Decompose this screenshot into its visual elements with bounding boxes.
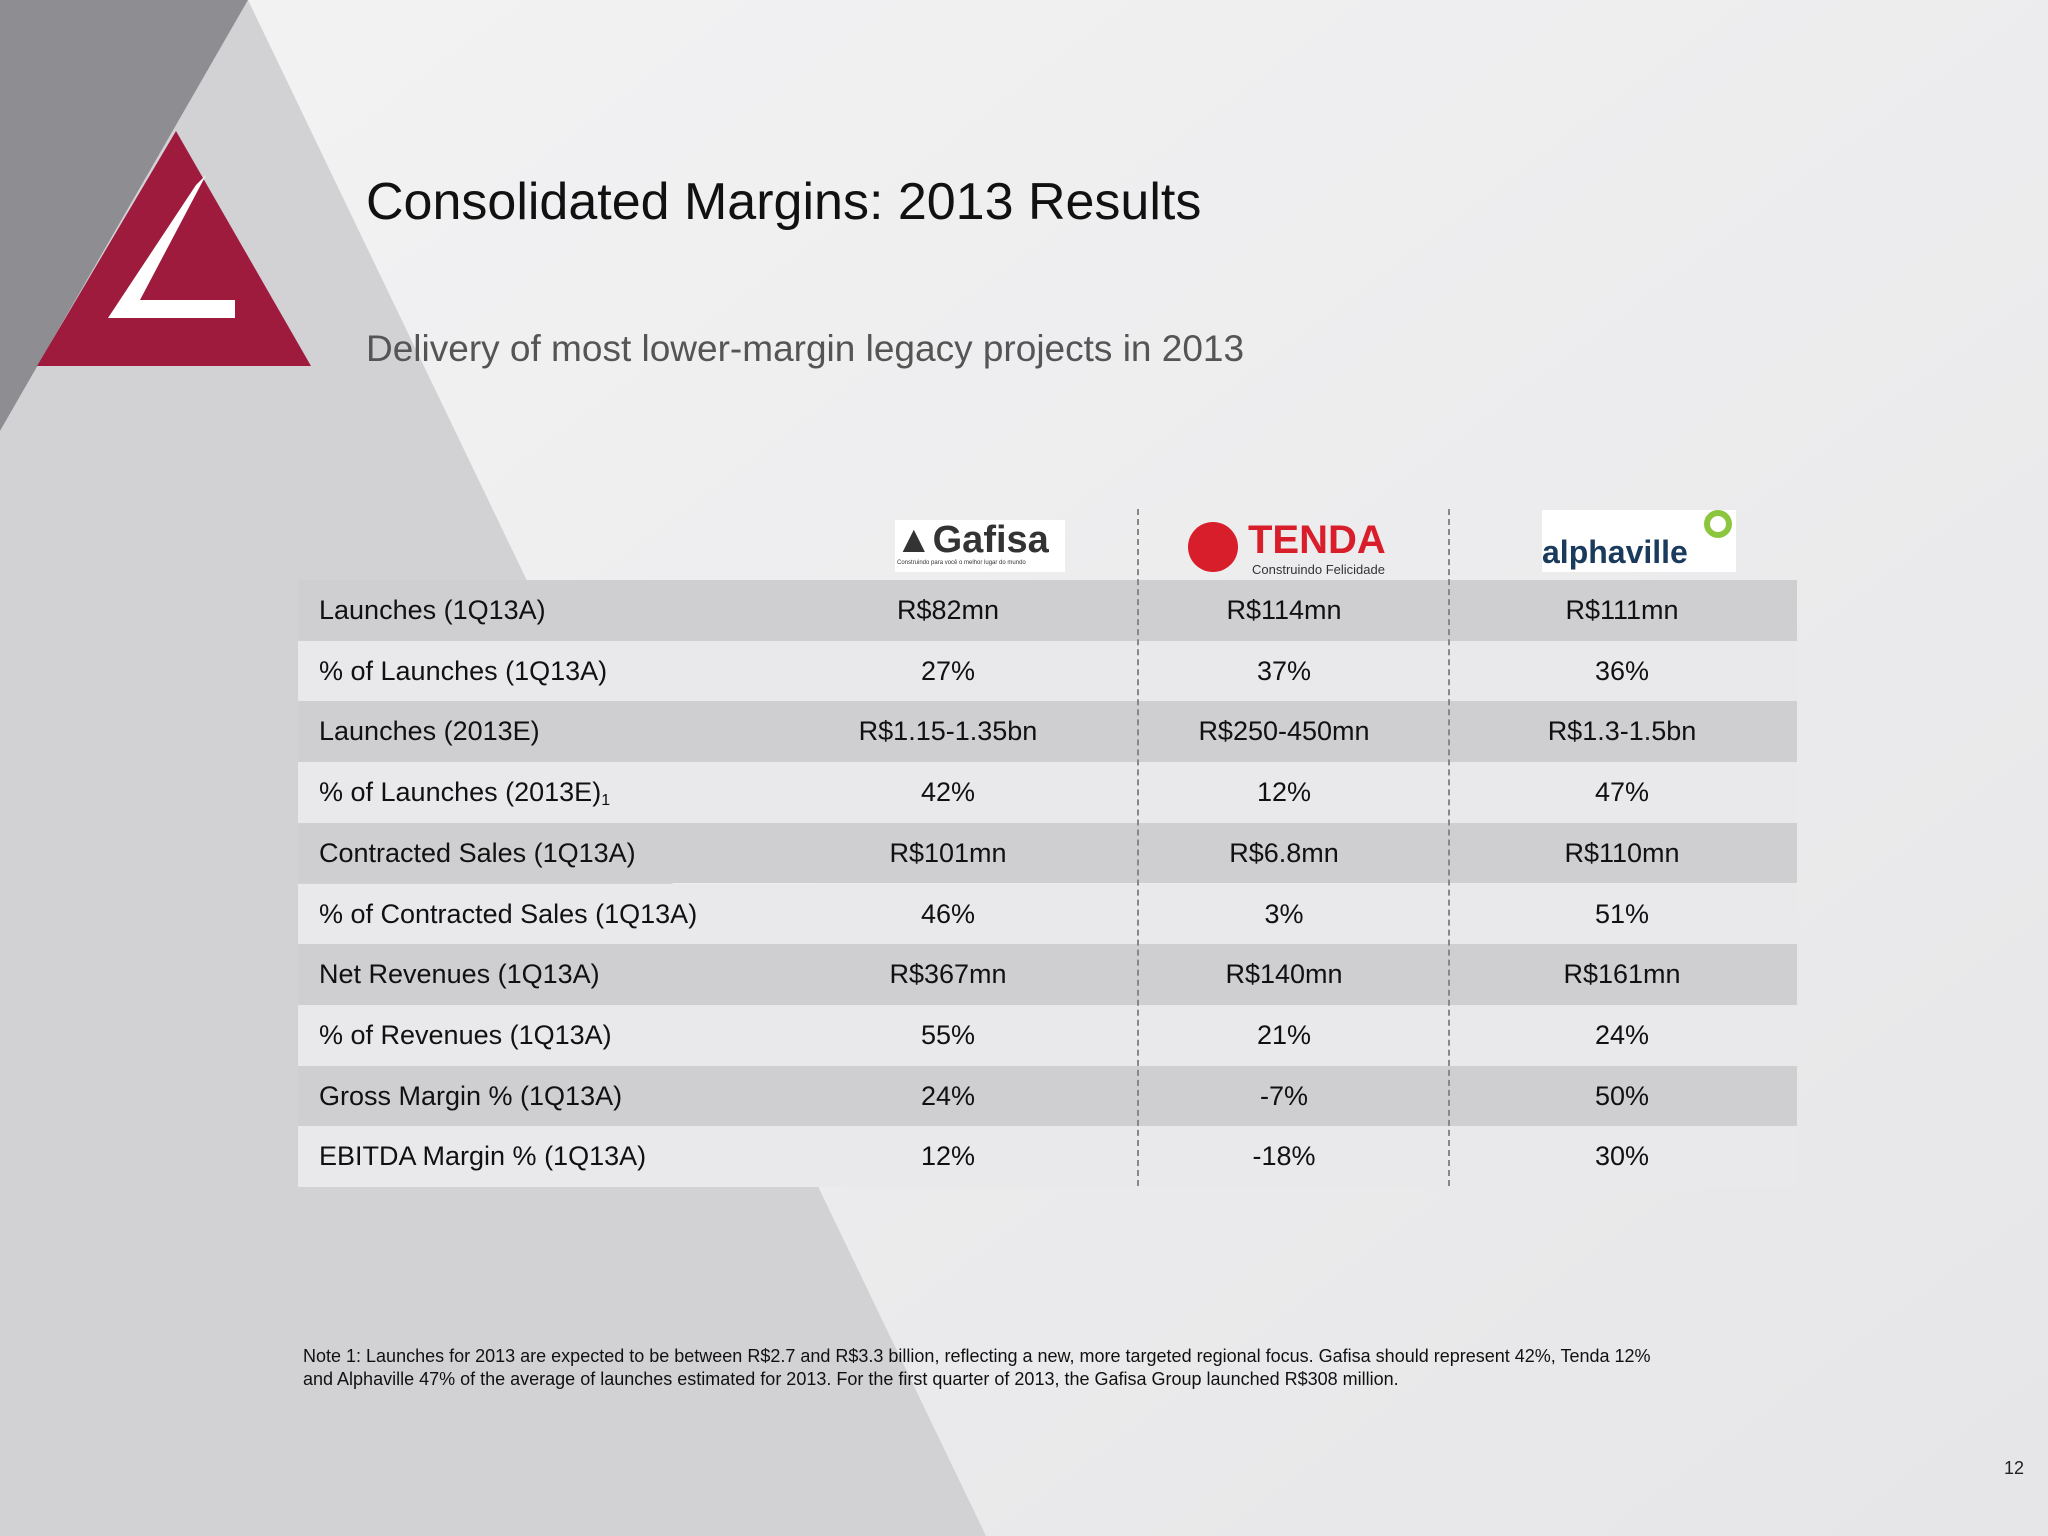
cell-value: R$161mn: [1563, 959, 1681, 990]
column-divider: [1137, 509, 1139, 1186]
table-row: [298, 701, 1797, 763]
table-row: [298, 762, 1797, 823]
cell-value: 51%: [1594, 898, 1650, 929]
cell-value: R$110mn: [1564, 837, 1680, 868]
row-label-text: Launches (1Q13A): [319, 595, 546, 625]
cell-value: 24%: [920, 1080, 976, 1111]
row-label-text: % of Revenues (1Q13A): [319, 1019, 612, 1050]
gafisa-logo: ▲Gafisa Construindo para você o melhor l…: [895, 520, 1065, 572]
row-label-text: Net Revenues (1Q13A): [319, 959, 600, 990]
cell-value: 47%: [1594, 777, 1650, 808]
row-label: Contracted Sales (1Q13A): [319, 823, 636, 883]
cell-value: R$250-450mn: [1198, 716, 1370, 747]
footnote-ref: 1: [601, 792, 611, 810]
cell-value: 24%: [1594, 1019, 1650, 1050]
row-label-text: Launches (2013E): [319, 716, 540, 747]
table-row: [298, 640, 1797, 702]
row-label: Launches (2013E): [319, 701, 540, 761]
subtitle: Delivery of most lower-margin legacy pro…: [366, 328, 1245, 369]
page-number: 12: [2004, 1458, 2025, 1478]
logo-text: Gafisa: [932, 519, 1049, 561]
cell-value: 46%: [920, 898, 976, 929]
cell-value: -18%: [1252, 1141, 1316, 1172]
note: Note 1: Launches for 2013 are expected t…: [303, 1345, 1803, 1391]
row-label: % of Contracted Sales (1Q13A): [319, 884, 697, 944]
note-line: and Alphaville 47% of the average of lau…: [303, 1369, 1399, 1389]
logo-text: alphaville: [1542, 534, 1688, 570]
cell-value: R$367mn: [889, 959, 1007, 990]
table-row: [298, 1004, 1797, 1066]
cell-value: R$1.3-1.5bn: [1547, 716, 1697, 747]
row-label-text: Gross Margin % (1Q13A): [319, 1080, 623, 1111]
table-row: [298, 822, 1797, 884]
alphaville-logo: alphaville: [1542, 510, 1736, 572]
cell-value: R$82mn: [896, 595, 1000, 625]
row-label: % of Revenues (1Q13A): [319, 1005, 612, 1065]
row-label-text: % of Launches (1Q13A): [319, 655, 608, 686]
cell-value: R$114mn: [1226, 595, 1342, 625]
logo-text: TENDA: [1248, 518, 1386, 562]
row-label-text: % of Launches (2013E): [319, 777, 602, 808]
cell-value: 50%: [1594, 1080, 1650, 1111]
cell-value: 12%: [1256, 777, 1312, 808]
tenda-logo: TENDA Construindo Felicidade: [1188, 518, 1388, 577]
row-label: % of Launches (1Q13A): [319, 641, 607, 701]
cell-value: 42%: [920, 777, 976, 808]
row-label-text: Contracted Sales (1Q13A): [319, 837, 636, 868]
row-label: Net Revenues (1Q13A): [319, 944, 600, 1004]
cell-value: 12%: [920, 1141, 976, 1172]
row-label-text: EBITDA Margin % (1Q13A): [319, 1141, 647, 1172]
table-row: [298, 1126, 1797, 1187]
cell-value: R$1.15-1.35bn: [858, 716, 1038, 747]
row-label-text: % of Contracted Sales (1Q13A): [319, 898, 698, 929]
table: Launches (1Q13A) R$82mn R$114mn R$111mn % of…: [298, 580, 1797, 1187]
table-row: [298, 883, 1797, 945]
table-row: [298, 1065, 1797, 1127]
cell-value: R$140mn: [1225, 959, 1343, 990]
cell-value: 55%: [920, 1019, 976, 1050]
cell-value: 21%: [1256, 1019, 1312, 1050]
logo-tagline: Construindo para você o melhor lugar do …: [897, 560, 1026, 566]
row-label: Launches (1Q13A): [319, 580, 546, 640]
cell-value: R$111mn: [1565, 595, 1679, 625]
cell-value: 3%: [1264, 898, 1304, 929]
table-row: [298, 944, 1797, 1005]
cell-value: 36%: [1594, 655, 1650, 686]
column-divider: [1448, 509, 1450, 1186]
note-line: Note 1: Launches for 2013 are expected t…: [303, 1346, 1651, 1366]
logo-tagline: Construindo Felicidade: [1252, 562, 1385, 577]
table-row: [298, 580, 1797, 641]
row-label: Gross Margin % (1Q13A): [319, 1066, 622, 1126]
cell-value: R$6.8mn: [1229, 837, 1339, 868]
cell-value: 37%: [1256, 655, 1312, 686]
row-label: EBITDA Margin % (1Q13A): [319, 1126, 646, 1186]
title: Consolidated Margins: 2013 Results: [366, 173, 1202, 231]
row-label: % of Launches (2013E)1: [319, 762, 610, 822]
cell-value: -7%: [1259, 1080, 1308, 1111]
cell-value: 27%: [920, 655, 976, 686]
cell-value: 30%: [1594, 1141, 1650, 1172]
cell-value: R$101mn: [889, 837, 1007, 868]
